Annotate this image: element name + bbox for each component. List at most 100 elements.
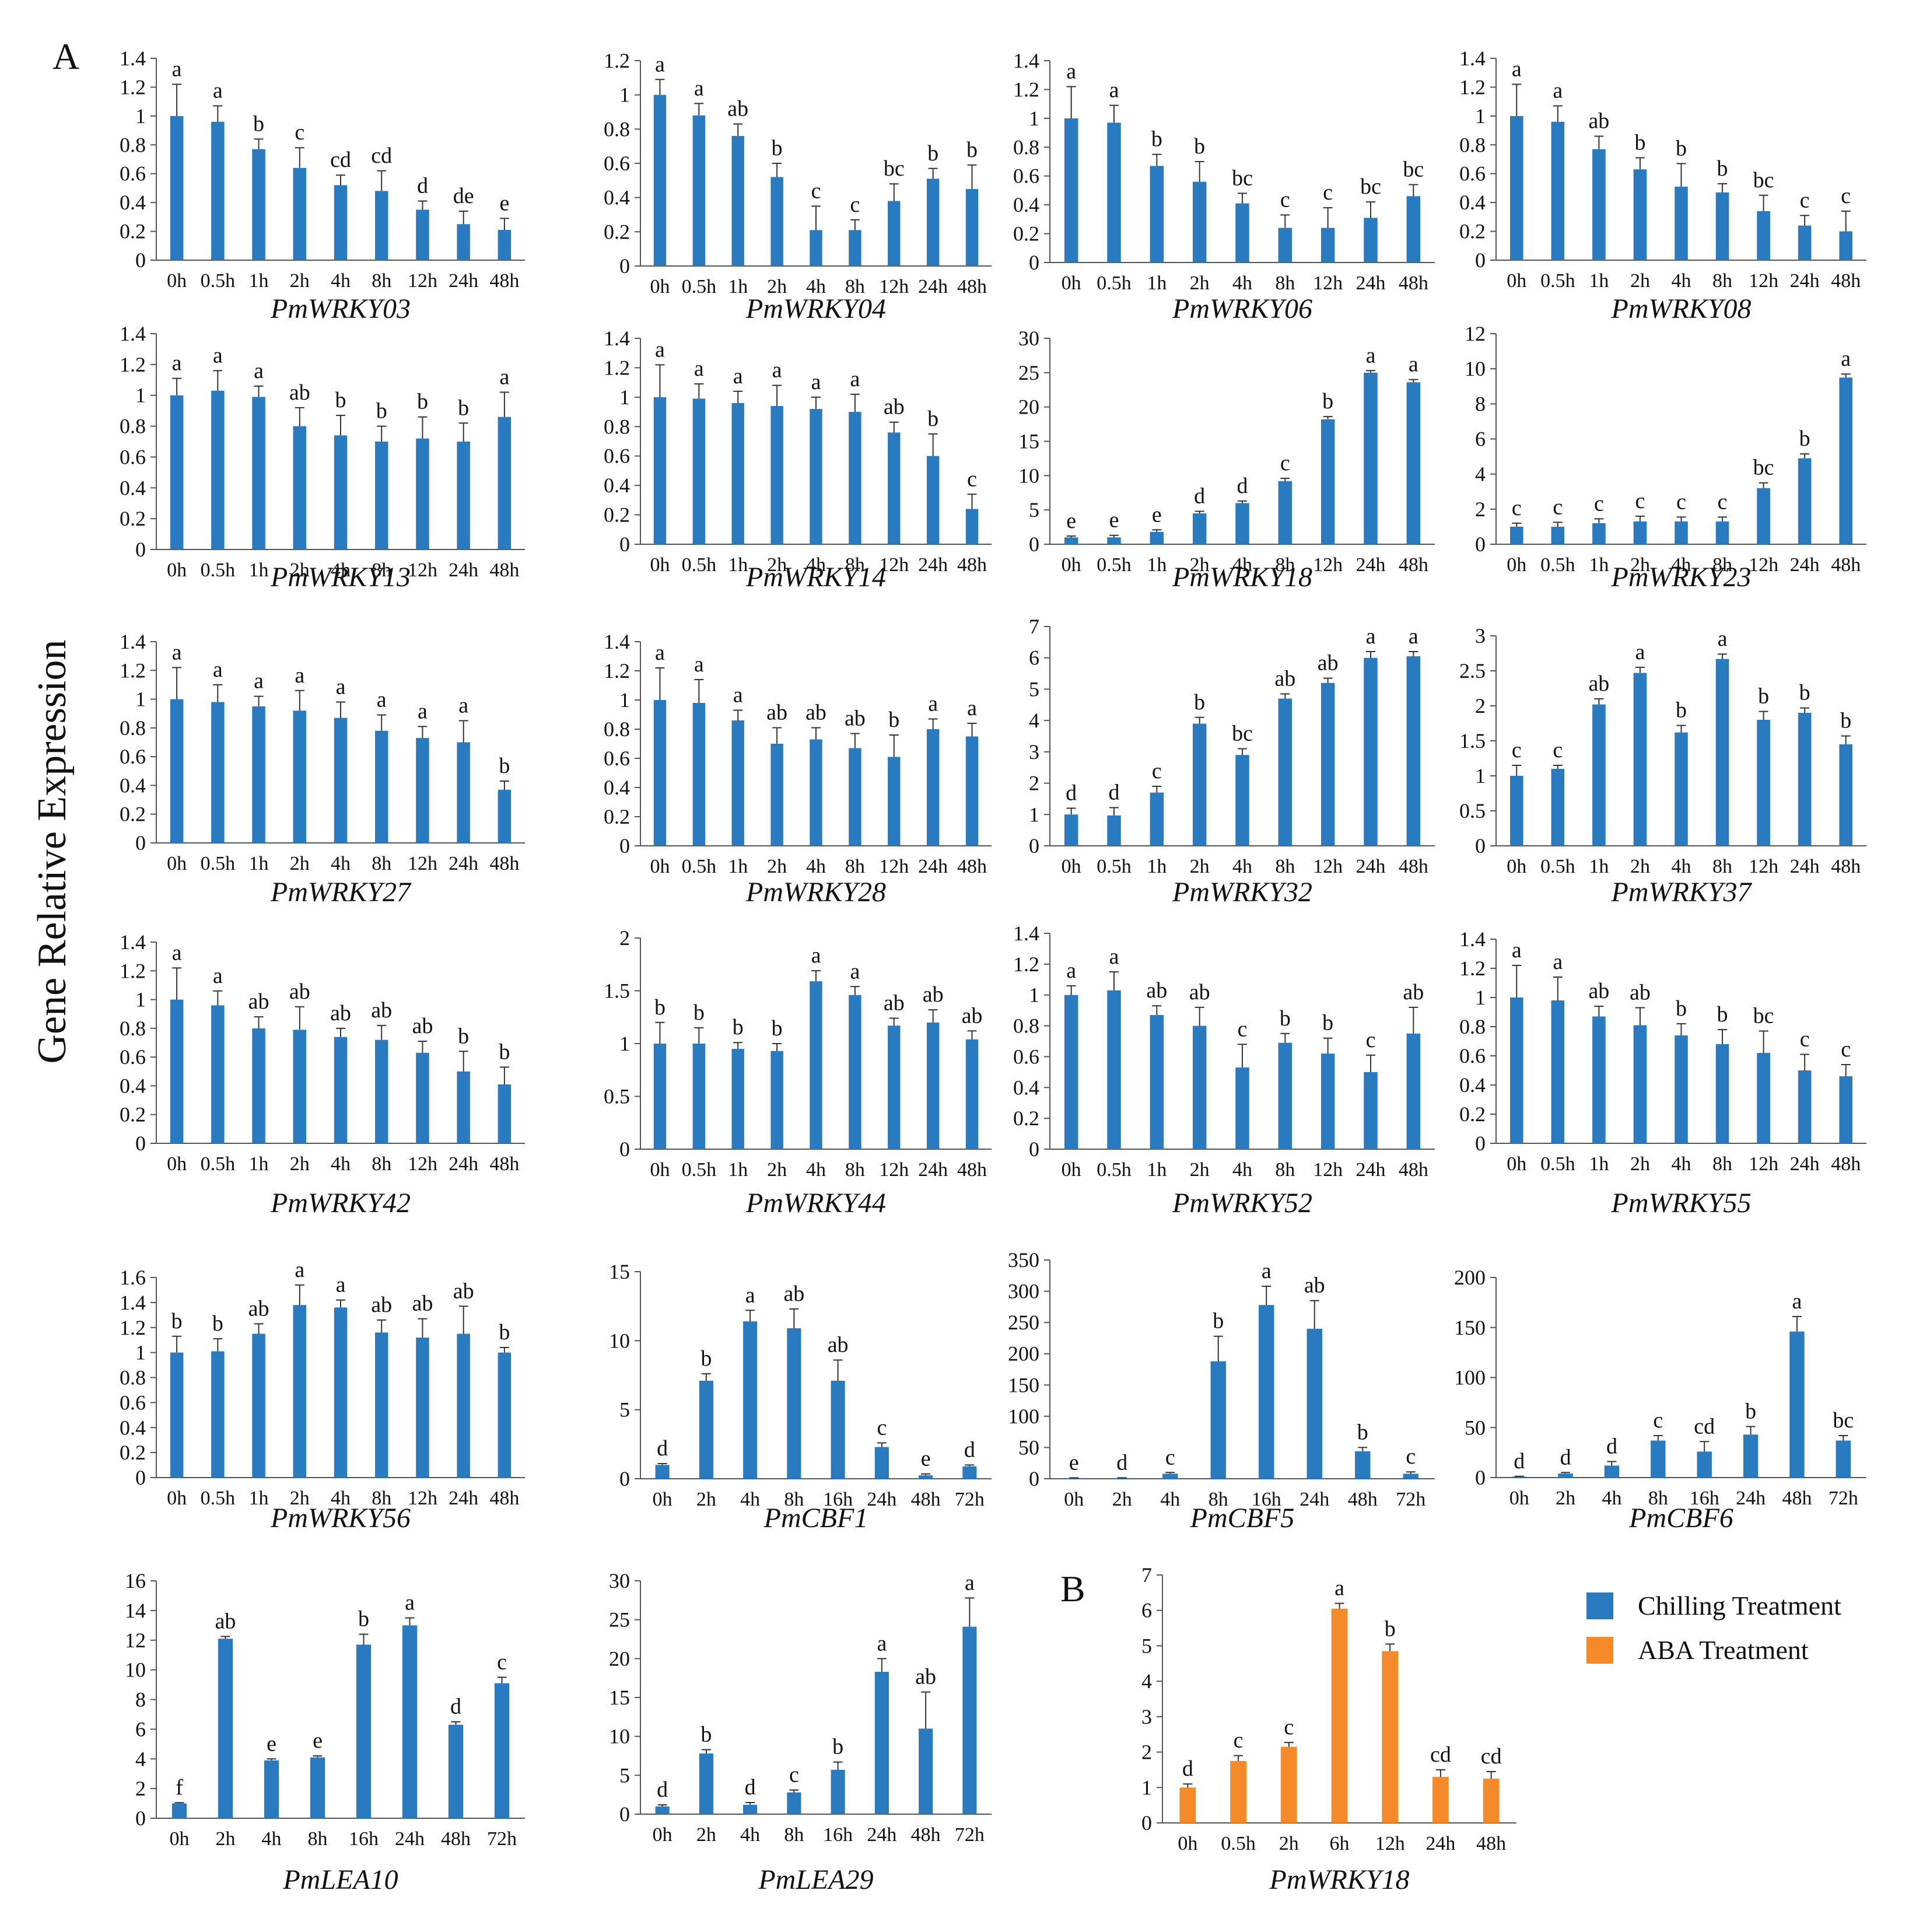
- bar: [1406, 1033, 1421, 1149]
- significance-letter: e: [499, 191, 509, 215]
- y-tick-label: 1: [1475, 986, 1486, 1009]
- y-tick-label: 3: [1141, 1705, 1152, 1728]
- y-tick-label: 0.8: [120, 133, 146, 156]
- x-tick-label: 12h: [1749, 856, 1778, 877]
- bar: [1697, 1451, 1712, 1478]
- bar: [743, 1805, 758, 1814]
- x-tick-label: 0.5h: [682, 276, 717, 298]
- x-tick-label: 8h: [1712, 856, 1732, 877]
- significance-letter: a: [1366, 343, 1376, 368]
- chart-PmWRKY27: 0 0.2 0.4 0.6 0.8 1 1.2 1.4 a 0h a 0.5h a 1h a 2h a 4h a 8h…: [120, 630, 525, 908]
- x-tick-label: 1h: [1147, 554, 1167, 576]
- bar: [1675, 732, 1688, 846]
- x-tick-label: 8h: [1209, 1489, 1228, 1510]
- legend-label-aba: ABA Treatment: [1638, 1635, 1809, 1665]
- significance-letter: d: [450, 1695, 461, 1719]
- bar: [293, 1305, 307, 1478]
- y-tick-label: 16: [125, 1569, 146, 1592]
- significance-letter: c: [1280, 187, 1290, 212]
- x-tick-label: 1h: [1147, 272, 1167, 294]
- x-tick-label: 48h: [1831, 856, 1861, 877]
- x-tick-label: 12h: [1313, 272, 1343, 294]
- bar: [334, 435, 348, 550]
- bar: [1406, 656, 1421, 846]
- significance-letter: d: [1237, 474, 1248, 498]
- significance-letter: c: [1841, 1037, 1851, 1062]
- y-tick-label: 5: [1029, 677, 1039, 701]
- significance-letter: a: [172, 940, 182, 965]
- y-tick-label: 6: [1475, 428, 1486, 451]
- bar: [1592, 149, 1606, 260]
- y-tick-label: 0.4: [120, 1416, 146, 1439]
- significance-letter: d: [657, 1436, 668, 1461]
- x-tick-label: 0.5h: [1540, 856, 1575, 877]
- x-tick-label: 2h: [1630, 270, 1650, 292]
- x-tick-label: 12h: [879, 856, 909, 877]
- x-tick-label: 0h: [650, 554, 670, 576]
- y-tick-label: 0.8: [120, 415, 146, 438]
- significance-letter: a: [295, 1258, 304, 1282]
- x-tick-label: 12h: [1749, 1153, 1778, 1175]
- significance-letter: d: [1194, 484, 1205, 509]
- bar: [743, 1321, 758, 1479]
- x-tick-label: 48h: [489, 270, 519, 292]
- significance-letter: a: [295, 663, 304, 688]
- x-tick-label: 1h: [728, 1159, 748, 1181]
- legend-label-chilling: Chilling Treatment: [1638, 1591, 1841, 1620]
- bar: [293, 1030, 307, 1143]
- y-tick-label: 0.8: [1013, 135, 1039, 159]
- bar: [211, 1005, 225, 1143]
- bar: [1675, 521, 1688, 544]
- y-tick-label: 8: [135, 1688, 146, 1712]
- significance-letter: a: [694, 652, 704, 677]
- chart-title: PmLEA29: [758, 1864, 873, 1895]
- significance-letter: c: [1635, 489, 1645, 513]
- x-tick-label: 48h: [1476, 1833, 1506, 1854]
- x-tick-label: 2h: [290, 1488, 310, 1509]
- y-tick-label: 2: [1475, 498, 1486, 521]
- bar: [692, 398, 706, 544]
- bar: [494, 1683, 510, 1818]
- x-tick-label: 0h: [1507, 1153, 1526, 1175]
- x-tick-label: 2h: [290, 270, 310, 292]
- x-tick-label: 24h: [449, 559, 478, 581]
- x-tick-label: 2h: [767, 1159, 787, 1181]
- y-tick-label: 0: [1029, 251, 1039, 274]
- y-tick-label: 7: [1141, 1563, 1152, 1587]
- bar: [1715, 1044, 1729, 1143]
- x-tick-label: 12h: [408, 853, 437, 874]
- y-tick-label: 1: [619, 83, 630, 107]
- bar: [1235, 755, 1249, 846]
- bar: [1064, 118, 1078, 262]
- x-tick-label: 4h: [1232, 856, 1252, 877]
- x-tick-label: 4h: [806, 1159, 826, 1181]
- bar: [1210, 1361, 1226, 1479]
- y-tick-label: 0.6: [1013, 164, 1039, 188]
- x-tick-label: 2h: [767, 276, 787, 298]
- bar: [1406, 382, 1421, 544]
- bar: [1715, 659, 1729, 846]
- bar: [692, 703, 706, 846]
- y-tick-label: 0.2: [604, 805, 630, 828]
- bar: [810, 981, 822, 1149]
- significance-letter: ab: [1274, 666, 1295, 691]
- bar: [1364, 372, 1378, 544]
- y-tick-label: 1.4: [1459, 928, 1486, 951]
- significance-letter: ab: [453, 1279, 474, 1303]
- y-tick-label: 1.4: [120, 930, 146, 954]
- significance-letter: a: [1409, 624, 1418, 649]
- x-tick-label: 72h: [955, 1824, 985, 1846]
- x-tick-label: 0.5h: [1540, 270, 1575, 292]
- x-tick-label: 8h: [372, 270, 391, 292]
- significance-letter: ab: [1146, 978, 1167, 1003]
- chart-PmWRKY32: 0 1 2 3 4 5 6 7 d 0h d 0.5h c 1h b 2h bc 4h ab 8h ab 12h a 24h a…: [1029, 615, 1435, 908]
- x-tick-label: 4h: [331, 1488, 351, 1509]
- bar: [849, 748, 861, 846]
- significance-letter: b: [700, 1722, 712, 1746]
- y-tick-label: 20: [609, 1647, 630, 1670]
- x-tick-label: 12h: [1375, 1833, 1405, 1854]
- bar: [1715, 192, 1729, 260]
- bar: [770, 177, 783, 266]
- bar: [1798, 225, 1812, 260]
- significance-letter: d: [745, 1775, 756, 1800]
